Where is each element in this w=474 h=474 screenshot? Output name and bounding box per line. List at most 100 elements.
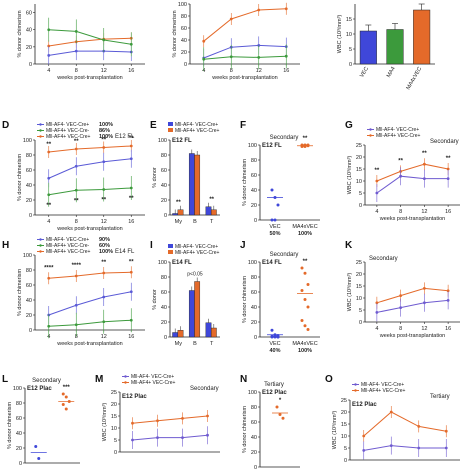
panel-a-ytick-label-3: 60 xyxy=(26,11,32,17)
panel-b-series-0-point-1 xyxy=(229,17,233,21)
panel-b-ytick-label-2: 40 xyxy=(181,38,187,44)
panel-g-ytick-label-0: 0 xyxy=(359,203,362,209)
panel-h-series-0-point-0 xyxy=(47,276,51,280)
panel-d-series-2-point-1 xyxy=(74,188,78,192)
panel-h-xlabel: weeks post-transplantation xyxy=(56,341,122,347)
panel-n-point-0-1 xyxy=(278,413,282,416)
panel-e-category-0: My xyxy=(175,219,183,225)
panel-g-xtick-label-2: 12 xyxy=(421,209,427,215)
panel-o-legend-marker-1 xyxy=(354,389,357,392)
panel-letter-n: N xyxy=(240,374,247,385)
panel-j-title: Secondary xyxy=(270,252,299,258)
panel-i-ytick-label-1: 20 xyxy=(161,320,167,326)
panel-j-subtitle: E14 FL xyxy=(262,260,282,266)
panel-a-xlabel: weeks post-transplantation xyxy=(56,75,122,81)
panel-n-ytick-label-2: 40 xyxy=(251,435,257,441)
panel-f-ytick-label-5: 100 xyxy=(248,143,257,149)
panel-c-ylabel: WBC (10³/mm³) xyxy=(337,15,343,54)
panel-d-ytick-label-3: 60 xyxy=(26,168,32,174)
panel-j-ytick-label-4: 80 xyxy=(251,275,257,281)
panel-d-legend-pct-1: 86% xyxy=(99,128,110,134)
panel-o-legend-label-0: Mll-AF4- VEC-Cre+ xyxy=(361,382,404,388)
panel-h-series-1-point-2 xyxy=(102,295,106,299)
panel-d-legend-pct-2: 100% xyxy=(99,134,113,140)
panel-m-ytick-label-1: 5 xyxy=(114,438,117,444)
panel-m: 0 5 10 15 20 25 WBC (10³/mm³) Secondary E12 Plac… xyxy=(102,374,220,456)
panel-h-legend-marker-0 xyxy=(39,238,42,241)
panel-a-xtick-label-0: 4 xyxy=(47,68,50,74)
panel-i-legend-swatch-0 xyxy=(168,244,173,248)
panel-h-series-0-point-2 xyxy=(102,271,106,275)
panel-j-category-pct-1: 100% xyxy=(298,348,312,354)
panel-b-ytick-label-4: 80 xyxy=(181,14,187,20)
panel-g-legend-label-0: Mll-AF4- VEC-Cre+ xyxy=(376,127,419,133)
panel-h-xtick-label-3: 16 xyxy=(128,334,134,340)
panel-o-ylabel: WBC (10³/mm³) xyxy=(332,411,338,450)
panel-b-series-2-line xyxy=(203,55,287,60)
panel-o-legend-label-1: Mll-AF4+ VEC-Cre+ xyxy=(361,388,406,394)
panel-d-xtick-label-2: 12 xyxy=(101,219,107,225)
panel-h-series-2-point-3 xyxy=(129,318,133,322)
panel-a: 0 20 40 60% donor chimerism 4 8 12 16 weeks post… xyxy=(17,4,145,81)
panel-l-point-1-3 xyxy=(61,403,65,406)
panel-i-bar-0-2 xyxy=(205,322,212,338)
panel-g-legend-label-1: Mll-AF4+ VEC-Cre+ xyxy=(376,133,421,139)
panel-i-category-1: B xyxy=(193,341,197,347)
panel-g-sig-0: ** xyxy=(375,168,380,174)
panel-a-series-0-line xyxy=(48,37,132,47)
panel-e-ytick-label-2: 40 xyxy=(161,183,167,189)
panel-l-ytick-label-5: 100 xyxy=(13,386,22,392)
panel-o-ytick-label-3: 15 xyxy=(341,422,347,428)
panel-l-point-1-4 xyxy=(64,407,68,411)
panel-f-category-0: VEC xyxy=(269,224,280,230)
panel-letter-f: F xyxy=(240,120,246,131)
panel-k-ytick-label-3: 15 xyxy=(356,284,362,290)
panel-a-series-1-line xyxy=(48,50,132,56)
panel-e-category-1: B xyxy=(193,219,197,225)
panel-m-series-1-point-3 xyxy=(206,433,209,437)
panel-i-ytick-label-2: 40 xyxy=(161,305,167,311)
panel-h-series-0-point-1 xyxy=(74,274,78,278)
panel-g-xtick-label-0: 4 xyxy=(375,209,378,215)
panel-d-series-1-point-3 xyxy=(129,157,133,161)
panel-e-ytick-label-4: 80 xyxy=(161,153,167,159)
panel-j-point-0-6 xyxy=(270,335,274,339)
panel-m-series-0-point-1 xyxy=(156,419,159,423)
panel-d-series-1-point-2 xyxy=(102,160,106,164)
panel-letter-j: J xyxy=(240,240,246,251)
panel-n-ytick-label-3: 60 xyxy=(251,420,257,426)
panel-e-legend-swatch-1 xyxy=(168,128,173,132)
panel-o-series-1-point-3 xyxy=(444,446,448,450)
panel-b-series-0-point-0 xyxy=(202,39,206,43)
panel-d-title: E12 FL xyxy=(115,134,135,140)
panel-a-series-2-point-0 xyxy=(47,28,51,32)
panel-a-series-2-line xyxy=(48,29,132,45)
panel-e-ylabel: % donor xyxy=(152,167,158,188)
panel-l-point-0-0 xyxy=(34,445,38,448)
panel-m-subtitle: E12 Plac xyxy=(122,394,147,400)
panel-o-series-1-line xyxy=(363,445,447,451)
panel-o: 0 5 10 15 20 25 WBC (10³/mm³) Tertiary E12 Plac M… xyxy=(332,382,460,464)
panel-m-legend-marker-1 xyxy=(124,381,127,384)
panel-h-sig-2: ** xyxy=(101,260,106,266)
panel-f-title: Secondary xyxy=(270,135,299,141)
panel-letter-g: G xyxy=(345,120,353,131)
panel-e-legend-label-0: Mll-AF4- VEC-Cre+ xyxy=(175,122,218,128)
panel-i-bar-1-2 xyxy=(210,327,217,338)
panel-i-sig-0: p<0.05 xyxy=(187,272,203,278)
panel-o-ytick-label-5: 25 xyxy=(341,398,347,404)
panel-d-series-1-point-0 xyxy=(47,176,51,180)
panel-h-series-0-point-3 xyxy=(129,270,133,274)
panel-k-series-1-point-2 xyxy=(422,301,426,305)
panel-o-series-0-point-2 xyxy=(417,425,421,428)
panel-e-category-2: T xyxy=(210,219,214,225)
panel-c-ytick-label-3: 15 xyxy=(346,17,352,23)
panel-k-ytick-label-5: 25 xyxy=(356,260,362,266)
panel-d-series-0-point-0 xyxy=(47,150,51,154)
panel-d-series-0-line xyxy=(48,145,132,153)
panel-i-ytick-label-3: 60 xyxy=(161,290,167,296)
panel-d-sig-2-0: ** xyxy=(46,203,51,209)
